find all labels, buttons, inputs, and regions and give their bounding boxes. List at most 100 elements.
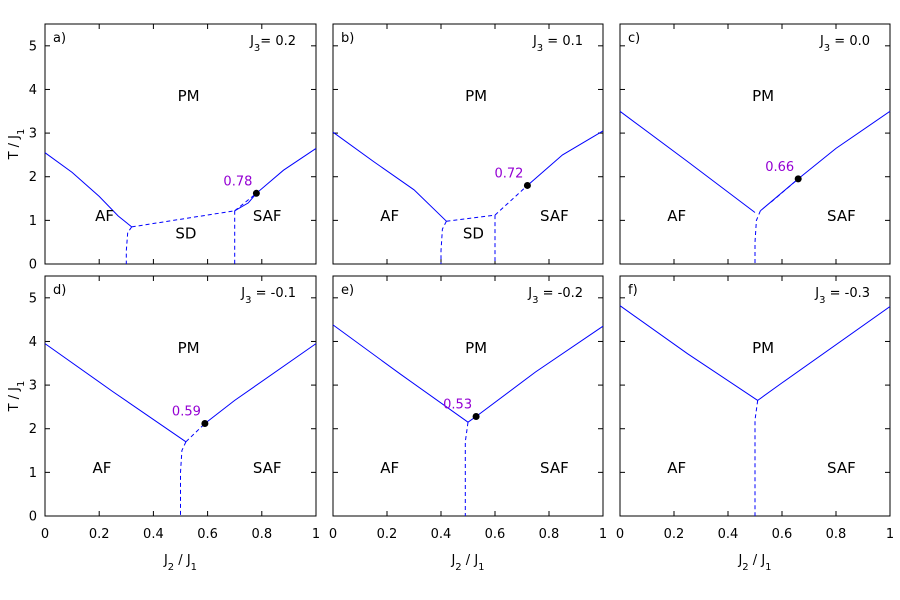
critical-point [201, 419, 209, 427]
plot-frame [619, 23, 891, 265]
panel-tag: b) [341, 31, 354, 46]
plot-frame [332, 23, 604, 265]
region-label-pm: PM [178, 87, 200, 105]
x-tick-label: 0 [616, 527, 624, 542]
phase-boundary-dashed [180, 441, 187, 516]
region-label-sd: SD [463, 224, 484, 242]
region-label-saf: SAF [827, 459, 856, 477]
phase-boundary-dashed [494, 185, 528, 216]
phase-boundary-solid [332, 324, 469, 423]
phase-boundary-dashed [770, 178, 799, 203]
x-axis-title-subscript: 1 [765, 562, 771, 573]
panel-tag: a) [53, 31, 66, 46]
phase-boundary-dashed [754, 210, 761, 264]
region-label-af: AF [380, 207, 399, 225]
phase-boundary-solid [332, 131, 447, 222]
x-tick-label: 0 [329, 527, 337, 542]
x-axis-title-part: J [737, 553, 742, 568]
x-tick-label: 1 [886, 527, 894, 542]
panel-b: b) J3 = 0.1 0.72 PM AF SD SAF [332, 23, 604, 265]
y-tick-label: 1 [29, 466, 37, 481]
region-label-af: AF [667, 459, 686, 477]
x-tick-label: 1 [599, 527, 607, 542]
critical-point-label: 0.66 [765, 160, 794, 175]
j3-value-label-part: = 0.1 [543, 34, 583, 49]
y-axis-title-part: T / J [7, 387, 22, 412]
panel-c: c) J3 = 0.0 0.66 PM AF SAF [619, 23, 891, 265]
plot-frame [44, 275, 317, 517]
x-tick-label: 0.2 [377, 527, 398, 542]
x-tick-label: 0.2 [89, 527, 110, 542]
phase-boundary-dashed [446, 214, 496, 222]
critical-point-label: 0.72 [494, 166, 523, 181]
x-tick-label: 0.2 [664, 527, 685, 542]
phase-boundary-solid [44, 343, 187, 443]
x-axis-title-subscript: 2 [168, 562, 174, 573]
panel-e: 0 0.2 0.4 0.6 0.8 1J2 / J1e) J3 = -0.20.53PMAF… [329, 275, 607, 573]
phase-boundary-dashed [440, 220, 447, 264]
y-tick-label: 4 [29, 335, 37, 350]
region-label-saf: SAF [540, 459, 569, 477]
j3-value-label-part: = -0.2 [538, 286, 583, 301]
region-label-af: AF [380, 459, 399, 477]
region-label-pm: PM [465, 339, 487, 357]
y-tick-label: 5 [29, 291, 37, 306]
x-axis-title-subscript: 1 [478, 562, 484, 573]
j3-value-label-part: J [240, 286, 245, 301]
region-label-pm: PM [465, 87, 487, 105]
critical-point [523, 181, 531, 189]
y-axis-title: T / J1 [7, 129, 27, 161]
region-label-pm: PM [752, 339, 774, 357]
critical-point [794, 175, 802, 183]
y-axis-title: T / J1 [7, 381, 27, 413]
phase-boundary-solid [619, 305, 758, 401]
y-axis-title-subscript: 1 [16, 381, 27, 387]
critical-point-label: 0.78 [223, 174, 252, 189]
x-axis-title-part: / J [749, 553, 765, 568]
x-tick-label: 0.8 [539, 527, 560, 542]
j3-value-label: J3 = 0.1 [532, 34, 583, 54]
phase-boundary-dashed [125, 226, 133, 264]
phase-boundary-dashed [234, 192, 257, 212]
region-label-sd: SD [175, 224, 196, 242]
critical-point [252, 189, 260, 197]
x-axis-title-part: J [163, 553, 168, 568]
x-tick-label: 0.6 [485, 527, 506, 542]
j3-value-label-part: J [527, 286, 532, 301]
y-axis-title-part: T / J [7, 135, 22, 160]
j3-value-label-subscript: 3 [537, 43, 543, 54]
y-tick-label: 3 [29, 127, 37, 142]
x-tick-label: 0.4 [431, 527, 452, 542]
phase-boundary-solid [757, 306, 891, 401]
x-axis-title-subscript: 1 [191, 562, 197, 573]
x-axis-title-part: / J [462, 553, 478, 568]
y-tick-label: 0 [29, 510, 37, 525]
j3-value-label: J3 = -0.1 [240, 286, 296, 306]
j3-value-label: J3 = -0.2 [527, 286, 583, 306]
region-label-pm: PM [752, 87, 774, 105]
y-axis-title-subscript: 1 [16, 129, 27, 135]
x-tick-label: 0 [41, 527, 49, 542]
panel-tag: e) [341, 283, 354, 298]
phase-boundary-solid [475, 325, 604, 417]
x-axis-title: J2 / J1 [163, 553, 197, 573]
panel-tag: d) [53, 283, 66, 298]
x-axis-title: J2 / J1 [450, 553, 484, 573]
region-label-af: AF [95, 207, 114, 225]
plot-frame [332, 275, 604, 517]
phase-boundary-dashed [131, 210, 235, 228]
j3-value-label-part: J [532, 34, 537, 49]
y-tick-label: 0 [29, 258, 37, 273]
critical-point-label: 0.59 [172, 404, 201, 419]
j3-value-label-part: J [819, 34, 824, 49]
j3-value-label-subscript: 3 [824, 43, 830, 54]
x-tick-label: 0.8 [251, 527, 272, 542]
x-axis-title-part: J [450, 553, 455, 568]
critical-point [472, 413, 480, 421]
j3-value-label-subscript: 3 [819, 295, 825, 306]
region-label-saf: SAF [827, 207, 856, 225]
x-tick-label: 0.4 [143, 527, 164, 542]
j3-value-label-subscript: 3 [532, 295, 538, 306]
panel-tag: f) [628, 283, 638, 298]
